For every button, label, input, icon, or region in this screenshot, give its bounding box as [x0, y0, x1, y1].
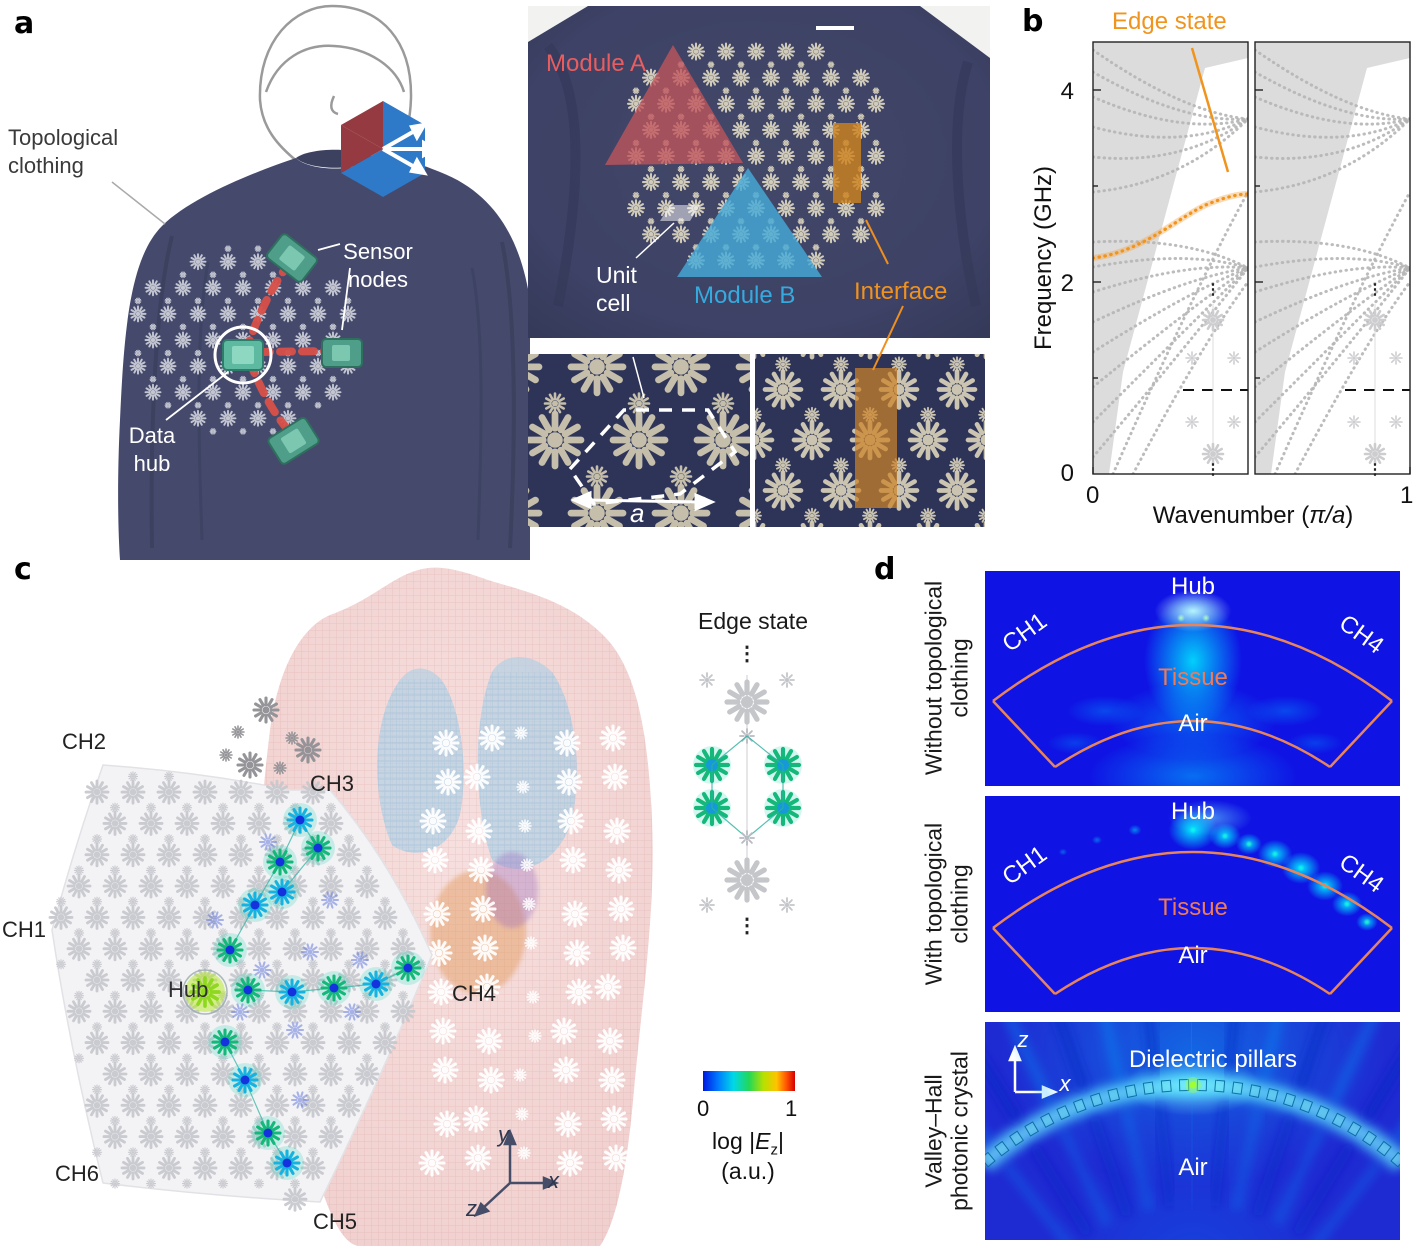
interface-closeup-photo	[755, 354, 985, 527]
module-b-label: Module B	[694, 282, 796, 309]
gray-shoulder-flowers	[219, 696, 322, 779]
colorbar-log-label: log |Ez|	[712, 1128, 784, 1159]
air-annotation: Air	[1178, 942, 1208, 969]
ch1-label: CH1	[2, 917, 47, 942]
axes-triad-icon	[473, 1128, 560, 1218]
unit-cell-label: Unit cell	[596, 262, 637, 316]
field-map-valley-hall: z x Dielectric pillars Air	[985, 1022, 1400, 1240]
tissue-annotation: Tissue	[1158, 894, 1228, 921]
sensor-node-1	[266, 233, 318, 283]
hub-annotation: Hub	[1170, 573, 1216, 600]
row-label-with-clothing: With topological clothing	[920, 822, 973, 986]
y-axis-title: Frequency (GHz)	[1030, 165, 1057, 351]
sensor-node-2	[321, 338, 363, 368]
y-tick-0: 0	[1060, 460, 1074, 487]
panel-c-label: c	[14, 552, 32, 587]
lattice-constant-arrow	[570, 490, 716, 512]
interface-region-closeup	[855, 368, 897, 508]
ch4-label: CH4	[452, 981, 497, 1006]
svg-text:⋮: ⋮	[1206, 281, 1221, 298]
svg-text:⋮: ⋮	[1368, 461, 1383, 478]
tissue-annotation: Tissue	[1158, 664, 1228, 691]
row-label-without-clothing: Without topological clothing	[920, 580, 973, 776]
colorbar-max: 1	[785, 1096, 798, 1121]
row-label-valley-hall: Valley–Hall photonic crystal	[920, 1051, 973, 1211]
axis-x-label: x	[548, 1168, 559, 1193]
air-annotation: Air	[1178, 710, 1208, 737]
ch3-label: CH3	[310, 771, 355, 796]
y-tick-2: 2	[1060, 270, 1074, 297]
svg-text:⋮: ⋮	[737, 643, 757, 665]
ch2-label: CH2	[62, 729, 107, 754]
unit-cell-dashed-outline	[567, 408, 738, 506]
data-hub-label: Data hub	[128, 423, 176, 476]
torso-simulation: ⋮⋮	[48, 567, 802, 1246]
y-tick-4: 4	[1060, 78, 1074, 105]
x-axis-title: Wavenumber (π/a)	[1152, 502, 1354, 529]
colorbar-units-label: (a.u.)	[721, 1158, 775, 1184]
x-tick-0: 0	[1086, 482, 1100, 509]
module-b-region	[677, 168, 822, 277]
valley-hexagon-icon	[341, 101, 438, 197]
svg-text:⋮: ⋮	[1206, 461, 1221, 478]
colorbar	[703, 1071, 795, 1091]
panel-b-label: b	[1022, 4, 1044, 39]
module-a-region	[605, 45, 743, 165]
x-tick-1: 1	[1400, 482, 1414, 509]
colorbar-min: 0	[697, 1096, 710, 1121]
shirt-photo: Module A Module B Unit cell Interface	[528, 6, 990, 338]
ch5-label: CH5	[313, 1209, 358, 1234]
field-map-with-clothing: Hub CH1 CH4 Tissue Air	[985, 796, 1400, 1012]
svg-text:⋮: ⋮	[737, 915, 757, 937]
svg-text:⋮: ⋮	[1368, 281, 1383, 298]
panel-a-label: a	[14, 6, 35, 41]
edge-state-unit-diagram: ⋮⋮	[693, 643, 802, 937]
dielectric-pillars-annotation: Dielectric pillars	[1128, 1046, 1298, 1073]
data-hub-node	[213, 325, 273, 385]
axis-y-label: y	[498, 1122, 509, 1147]
scale-bar	[816, 26, 854, 30]
sensor-nodes-label: Sensor nodes	[343, 239, 413, 292]
panel-d-label: d	[874, 552, 896, 587]
unit-cell-leader	[635, 222, 675, 259]
field-map-without-clothing: Hub CH1 CH4 Tissue Air	[985, 571, 1400, 786]
sensor-node-3	[267, 416, 320, 465]
hub-annotation: Hub	[1170, 798, 1216, 825]
interface-leader	[865, 219, 889, 265]
edge-state-label: Edge state	[1112, 8, 1227, 35]
topological-clothing-label: Topological clothing	[8, 125, 119, 178]
axis-x-annotation: x	[1059, 1071, 1071, 1096]
interface-label: Interface	[854, 278, 948, 305]
fabric-sheet	[51, 764, 433, 1203]
axis-z-annotation: z	[1017, 1027, 1029, 1052]
band-structure-plot: ⋮ ⋮ ⋮ ⋮	[1092, 41, 1411, 478]
module-a-label: Module A	[546, 50, 647, 77]
edge-state-field-flowers	[182, 803, 425, 1180]
axis-z-label: z	[466, 1196, 477, 1221]
torso-fabric-flowers	[418, 724, 637, 1177]
interface-region	[833, 123, 861, 203]
hub-label: Hub	[168, 977, 209, 1002]
unit-cell-region	[660, 205, 700, 221]
unit-cell-closeup-photo: a	[528, 354, 750, 527]
sheet-lattice-flowers	[48, 771, 427, 1212]
air-annotation: Air	[1178, 1154, 1208, 1181]
edge-state-title: Edge state	[698, 608, 808, 634]
ch6-label: CH6	[55, 1161, 100, 1186]
lattice-constant-label: a	[630, 498, 645, 527]
